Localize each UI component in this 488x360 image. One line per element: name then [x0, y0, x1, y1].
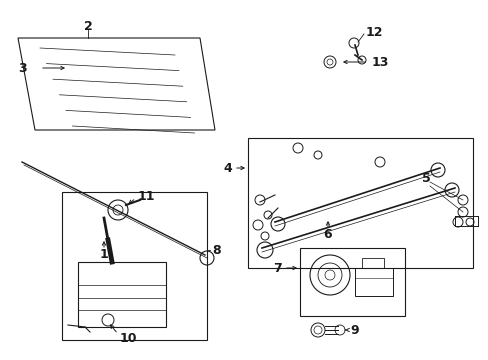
Text: 13: 13 — [371, 55, 388, 68]
Text: 5: 5 — [421, 171, 430, 184]
Bar — [354, 268, 392, 296]
Bar — [62, 192, 206, 340]
Text: 3: 3 — [18, 62, 26, 75]
Text: 12: 12 — [365, 26, 383, 39]
Text: 1: 1 — [100, 248, 108, 261]
Text: 2: 2 — [84, 19, 93, 32]
Text: 6: 6 — [323, 228, 332, 240]
Bar — [361, 258, 383, 268]
Text: 9: 9 — [349, 324, 358, 337]
Text: 11: 11 — [138, 189, 155, 202]
Bar — [299, 248, 404, 316]
Text: 7: 7 — [273, 261, 282, 274]
Bar — [78, 262, 165, 327]
Bar — [247, 138, 472, 268]
Text: 8: 8 — [212, 243, 220, 256]
Text: 4: 4 — [223, 162, 231, 175]
Text: 10: 10 — [119, 332, 137, 345]
